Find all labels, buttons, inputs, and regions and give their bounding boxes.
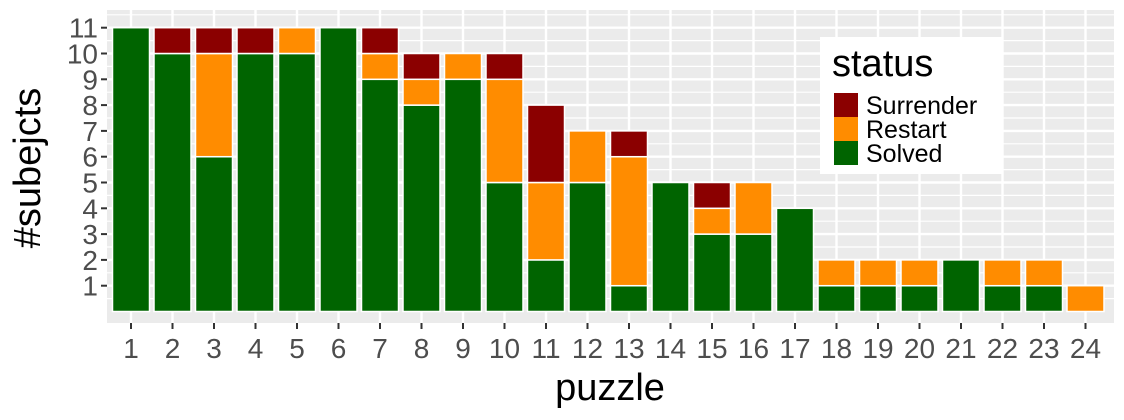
x-tick-label: 10 <box>489 333 520 364</box>
bar-segment-restart-puzzle-13 <box>609 155 649 287</box>
bar-segment-restart-puzzle-15 <box>692 207 732 235</box>
bar-segment-restart-puzzle-3 <box>194 52 234 158</box>
bar-segment-restart-puzzle-18 <box>817 259 856 287</box>
legend-label-solved: Solved <box>866 140 942 168</box>
bar-segment-restart-puzzle-10 <box>485 78 524 184</box>
x-tick-label: 12 <box>572 333 603 364</box>
y-tick-label: 3 <box>82 219 98 250</box>
bar-segment-solved-puzzle-5 <box>277 52 317 313</box>
legend: status Surrender Restart Solved <box>820 37 1002 174</box>
x-tick-label: 20 <box>904 333 935 364</box>
x-tick-label: 18 <box>821 333 852 364</box>
x-tick-label: 14 <box>655 333 686 364</box>
x-tick-label: 8 <box>414 333 430 364</box>
y-tick-label: 4 <box>82 193 98 224</box>
bar-segment-solved-puzzle-21 <box>941 259 981 313</box>
bar-segment-restart-puzzle-23 <box>1024 259 1064 287</box>
bar-segment-solved-puzzle-8 <box>402 104 441 313</box>
bar-segment-solved-puzzle-19 <box>858 284 898 313</box>
y-tick-label: 9 <box>82 64 98 95</box>
bars <box>111 26 1105 313</box>
bar-segment-restart-puzzle-9 <box>443 52 483 81</box>
bar-segment-restart-puzzle-16 <box>734 181 773 235</box>
bar-segment-surrender-puzzle-7 <box>360 26 400 55</box>
bar-segment-restart-puzzle-8 <box>402 78 441 106</box>
x-tick-label: 24 <box>1070 333 1101 364</box>
bar-segment-solved-puzzle-10 <box>485 181 524 313</box>
bar-segment-restart-puzzle-20 <box>900 259 939 287</box>
x-tick-label: 16 <box>738 333 769 364</box>
bar-segment-surrender-puzzle-3 <box>194 26 234 55</box>
bar-segment-solved-puzzle-12 <box>568 181 607 313</box>
bar-segment-surrender-puzzle-15 <box>692 181 732 210</box>
bar-segment-solved-puzzle-11 <box>526 259 566 313</box>
x-tick-label: 21 <box>945 333 976 364</box>
x-tick-label: 15 <box>696 333 727 364</box>
x-tick-label: 4 <box>248 333 264 364</box>
x-tick-label: 3 <box>206 333 222 364</box>
x-tick-label: 19 <box>862 333 893 364</box>
bar-segment-surrender-puzzle-11 <box>526 104 566 184</box>
legend-label-surrender: Surrender <box>866 92 977 120</box>
x-tick-label: 23 <box>1028 333 1059 364</box>
x-tick-label: 7 <box>372 333 388 364</box>
x-tick-label: 17 <box>779 333 810 364</box>
bar-segment-solved-puzzle-4 <box>236 52 275 313</box>
bar-segment-solved-puzzle-18 <box>817 284 856 313</box>
bar-segment-restart-puzzle-22 <box>983 259 1022 287</box>
bar-segment-surrender-puzzle-2 <box>153 26 192 55</box>
legend-swatch-surrender <box>834 93 858 117</box>
bar-segment-restart-puzzle-19 <box>858 259 898 287</box>
y-tick-label: 6 <box>82 142 98 173</box>
bar-segment-restart-puzzle-12 <box>568 130 607 184</box>
bar-segment-solved-puzzle-20 <box>900 284 939 313</box>
bar-segment-solved-puzzle-17 <box>775 207 815 313</box>
bar-segment-restart-puzzle-24 <box>1066 284 1105 313</box>
bar-segment-solved-puzzle-6 <box>319 26 358 313</box>
x-tick-label: 22 <box>987 333 1018 364</box>
legend-swatch-solved <box>834 141 858 165</box>
x-tick-label: 2 <box>165 333 181 364</box>
bar-segment-solved-puzzle-2 <box>153 52 192 313</box>
bar-segment-restart-puzzle-11 <box>526 181 566 261</box>
bar-segment-solved-puzzle-7 <box>360 78 400 313</box>
x-tick-label: 13 <box>613 333 644 364</box>
legend-title: status <box>832 43 933 85</box>
bar-segment-surrender-puzzle-10 <box>485 52 524 81</box>
bar-segment-restart-puzzle-7 <box>360 52 400 81</box>
bar-segment-solved-puzzle-1 <box>111 26 151 313</box>
x-tick-label: 11 <box>531 333 560 364</box>
y-axis-title: #subejcts <box>7 88 49 249</box>
y-tick-label: 11 <box>69 13 98 44</box>
x-axis-title: puzzle <box>555 367 665 409</box>
y-tick-label: 7 <box>82 116 98 147</box>
bar-segment-restart-puzzle-5 <box>277 26 317 55</box>
bar-segment-solved-puzzle-3 <box>194 155 234 313</box>
bar-segment-solved-puzzle-22 <box>983 284 1022 313</box>
bar-segment-surrender-puzzle-4 <box>236 26 275 55</box>
bar-segment-solved-puzzle-14 <box>651 181 690 313</box>
bar-segment-solved-puzzle-15 <box>692 233 732 313</box>
x-axis: 1 2 3 4 5 6 7 8 9 10 11 12 13 14 15 16 17 18 19 20 21 22 23 24 <box>123 323 1101 364</box>
y-tick-label: 10 <box>67 39 98 70</box>
x-tick-label: 5 <box>289 333 305 364</box>
bar-segment-solved-puzzle-13 <box>609 284 649 313</box>
legend-label-restart: Restart <box>866 116 947 144</box>
legend-swatch-restart <box>834 117 858 141</box>
y-tick-label: 5 <box>82 168 98 199</box>
bar-segment-solved-puzzle-9 <box>443 78 483 313</box>
x-tick-label: 6 <box>331 333 347 364</box>
y-tick-label: 8 <box>82 90 98 121</box>
x-tick-label: 1 <box>123 333 139 364</box>
bar-segment-solved-puzzle-16 <box>734 233 773 313</box>
bar-segment-surrender-puzzle-8 <box>402 52 441 81</box>
y-tick-label: 2 <box>82 245 98 276</box>
bar-segment-surrender-puzzle-13 <box>609 130 649 158</box>
bar-segment-solved-puzzle-23 <box>1024 284 1064 313</box>
x-tick-label: 9 <box>455 333 471 364</box>
y-tick-label: 1 <box>82 271 98 302</box>
